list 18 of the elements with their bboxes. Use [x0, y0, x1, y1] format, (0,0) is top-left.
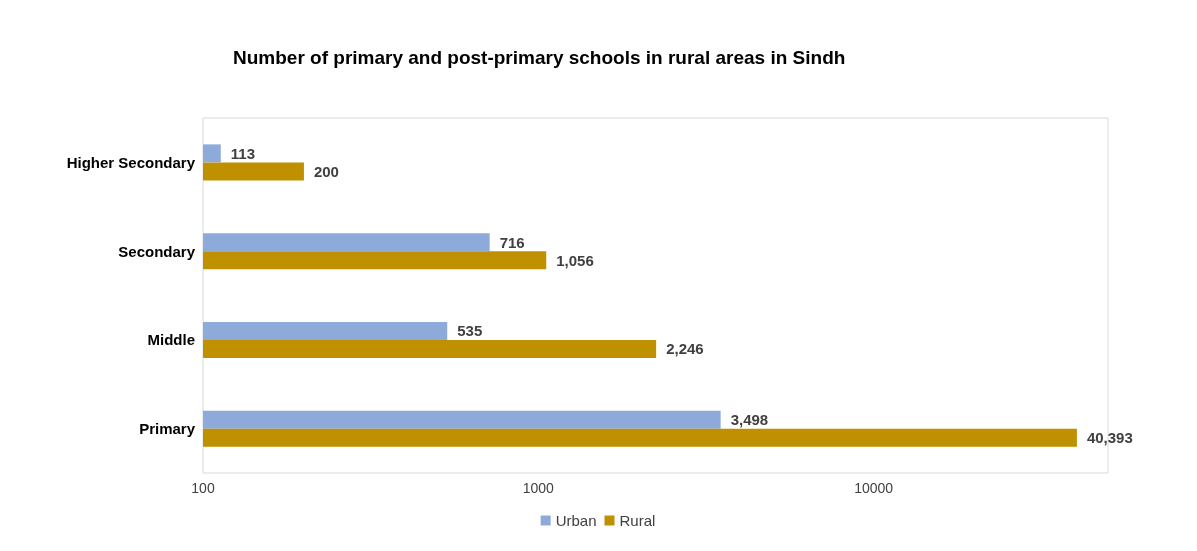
y-tick-label: Primary	[139, 420, 196, 438]
data-label: 2,246	[666, 340, 704, 358]
x-tick-label: 1000	[522, 480, 555, 496]
y-tick-label: Higher Secondary	[66, 153, 196, 171]
x-tick-label: 10000	[854, 480, 894, 496]
legend-label: Rural	[619, 512, 656, 529]
data-label: 716	[499, 233, 525, 251]
y-tick-label: Secondary	[118, 242, 196, 260]
data-label: 1,056	[556, 251, 594, 269]
data-label: 113	[230, 144, 255, 162]
chart-title: Number of primary and post-primary schools in rural areas in Sindh	[233, 47, 846, 68]
data-label: 535	[457, 322, 483, 340]
data-label: 200	[313, 162, 339, 180]
legend-label: Urban	[555, 512, 597, 529]
data-label: 3,498	[730, 411, 769, 429]
y-tick-label: Middle	[147, 331, 195, 349]
x-tick-label: 100	[191, 480, 215, 496]
data-label: 40,393	[1086, 429, 1133, 447]
